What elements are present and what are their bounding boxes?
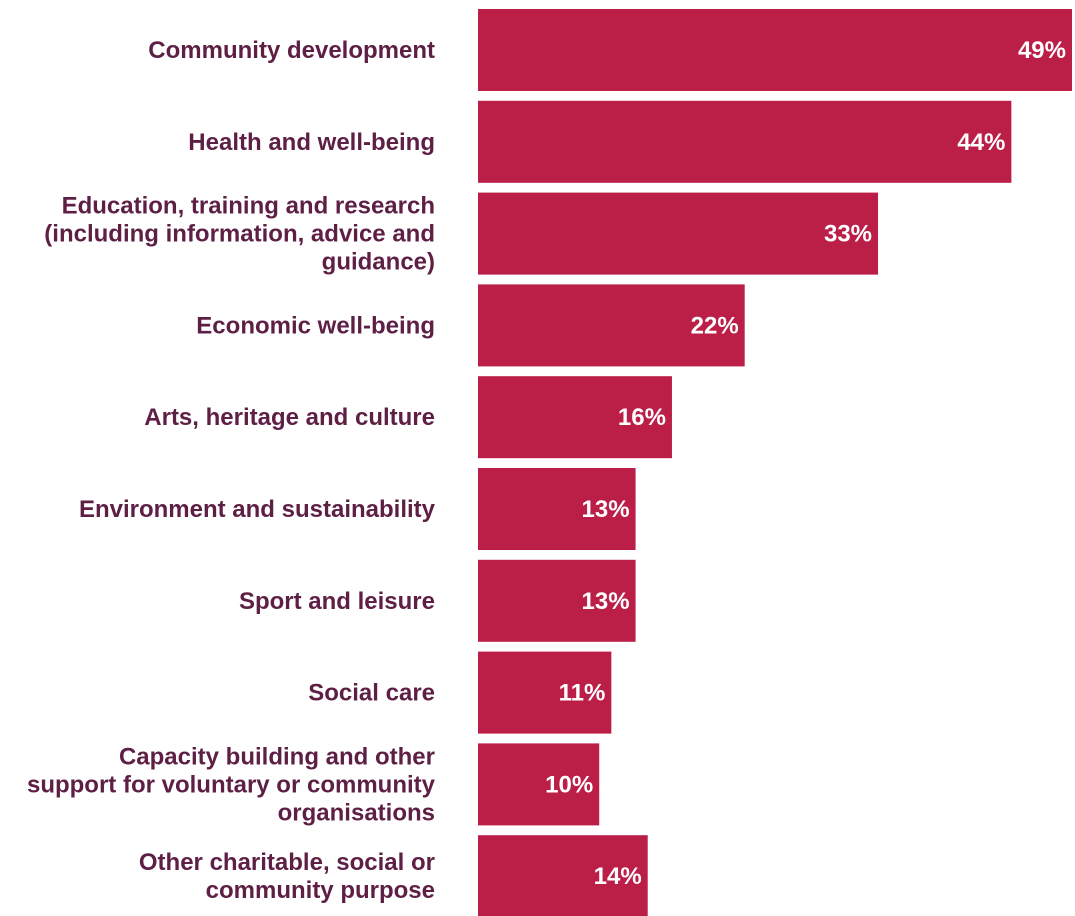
category-label-line: Arts, heritage and culture bbox=[144, 404, 435, 431]
value-label-4: 16% bbox=[618, 404, 666, 431]
bar-2 bbox=[478, 192, 879, 275]
category-label-2: Education, training and research (includi… bbox=[44, 193, 435, 276]
value-label-9: 14% bbox=[594, 863, 642, 890]
category-label-3: Economic well-being bbox=[196, 312, 435, 339]
category-label-line: Community development bbox=[148, 37, 435, 64]
category-label-line: guidance) bbox=[322, 249, 435, 276]
category-label-line: Other charitable, social or bbox=[139, 849, 435, 876]
category-label-line: Education, training and research bbox=[62, 193, 435, 220]
value-label-3: 22% bbox=[691, 312, 739, 339]
category-label-line: support for voluntary or community bbox=[27, 771, 436, 798]
category-label-line: (including information, advice and bbox=[44, 221, 435, 248]
category-label-7: Social care bbox=[308, 680, 435, 707]
bar-6 bbox=[478, 559, 636, 642]
value-label-0: 49% bbox=[1018, 37, 1066, 64]
category-label-line: Economic well-being bbox=[196, 312, 435, 339]
value-label-1: 44% bbox=[957, 129, 1005, 156]
bar-4 bbox=[478, 376, 672, 459]
category-label-line: Sport and leisure bbox=[239, 588, 435, 615]
category-label-8: Capacity building and other support for v… bbox=[27, 743, 436, 826]
category-label-6: Sport and leisure bbox=[239, 588, 435, 615]
category-label-line: organisations bbox=[278, 799, 435, 826]
value-label-7: 11% bbox=[559, 680, 606, 707]
bar-3 bbox=[478, 284, 745, 367]
category-label-line: Environment and sustainability bbox=[79, 496, 436, 523]
bar-0 bbox=[478, 9, 1072, 91]
bar-8 bbox=[478, 743, 600, 826]
bar-5 bbox=[478, 468, 636, 550]
category-label-5: Environment and sustainability bbox=[79, 496, 436, 523]
value-label-5: 13% bbox=[582, 496, 630, 523]
value-label-8: 10% bbox=[545, 771, 593, 798]
bar-7 bbox=[478, 651, 612, 734]
category-label-line: Social care bbox=[308, 680, 435, 707]
category-label-line: Health and well-being bbox=[188, 129, 435, 156]
bar-9 bbox=[478, 835, 648, 916]
category-label-line: Capacity building and other bbox=[119, 743, 435, 770]
category-label-9: Other charitable, social or community pur… bbox=[139, 849, 435, 904]
category-label-1: Health and well-being bbox=[188, 129, 435, 156]
category-label-line: community purpose bbox=[206, 877, 435, 904]
value-label-6: 13% bbox=[582, 588, 630, 615]
category-label-4: Arts, heritage and culture bbox=[144, 404, 435, 431]
category-label-0: Community development bbox=[148, 37, 435, 64]
bar-1 bbox=[478, 100, 1012, 183]
value-label-2: 33% bbox=[824, 221, 872, 248]
